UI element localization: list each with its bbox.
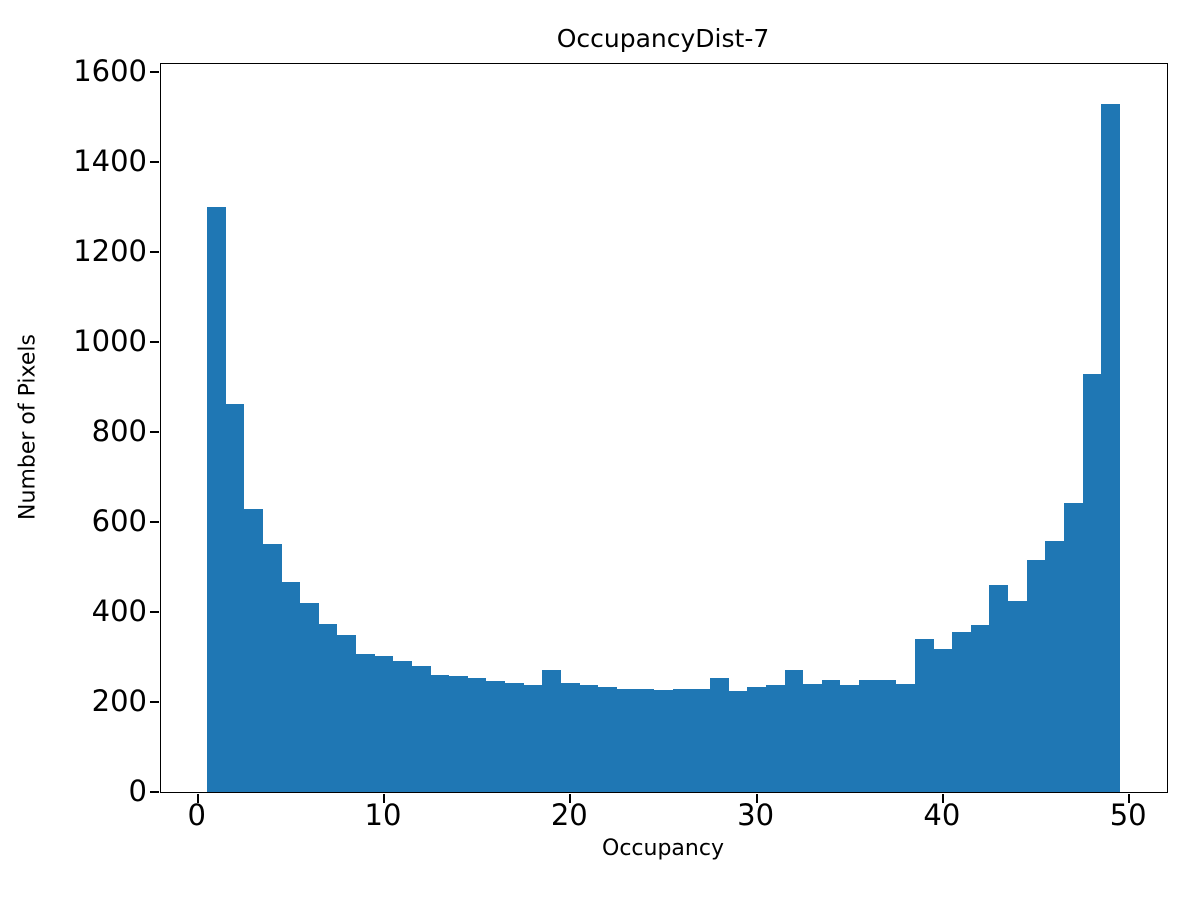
x-tick-mark: [755, 794, 758, 803]
histogram-bar: [1082, 374, 1102, 792]
y-tick-mark: [150, 521, 159, 524]
histogram-bar: [672, 689, 692, 792]
histogram-bar: [244, 509, 263, 792]
y-tick-label: 1600: [73, 54, 147, 89]
histogram-bar: [952, 632, 971, 792]
histogram-bar: [1008, 600, 1027, 792]
x-tick-label: 40: [923, 798, 961, 832]
histogram-bar: [710, 678, 729, 792]
y-tick-label: 1200: [73, 234, 147, 269]
y-tick-mark: [150, 161, 159, 164]
histogram-bar: [914, 638, 934, 792]
y-tick-mark: [150, 611, 159, 614]
y-tick-label: 1400: [73, 144, 147, 179]
histogram-bar: [337, 634, 357, 792]
x-tick-label: 30: [737, 798, 775, 832]
histogram-bar: [1063, 502, 1083, 792]
histogram-bar: [430, 675, 450, 792]
histogram-bar: [579, 684, 599, 792]
bars-layer: [161, 64, 1167, 792]
plot-area: [150, 63, 1168, 803]
x-tick-mark: [196, 794, 199, 803]
histogram-bar: [374, 655, 394, 792]
histogram-bar: [449, 675, 468, 792]
x-tick-mark: [1128, 794, 1131, 803]
histogram-bar: [784, 669, 804, 792]
histogram-bar: [933, 649, 953, 792]
histogram-bar: [803, 684, 822, 792]
x-tick-label: 0: [187, 798, 206, 832]
histogram-bar: [318, 624, 338, 792]
histogram-bar: [691, 688, 710, 792]
histogram-bar: [393, 661, 412, 792]
y-tick-mark: [150, 341, 159, 344]
histogram-bar: [765, 684, 785, 792]
histogram-bar: [635, 688, 655, 792]
y-tick-label: 800: [91, 414, 147, 449]
histogram-bar: [207, 207, 226, 792]
histogram-bar: [821, 679, 841, 792]
histogram-bar: [356, 653, 375, 792]
histogram-bar: [1101, 103, 1120, 792]
histogram-bar: [989, 585, 1009, 792]
x-tick-label: 50: [1109, 798, 1147, 832]
histogram-bar: [840, 685, 860, 792]
y-axis-label: Number of Pixels: [15, 334, 41, 520]
y-tick-label: 1000: [73, 324, 147, 359]
histogram-bar: [896, 684, 915, 792]
x-tick-label: 20: [550, 798, 588, 832]
histogram-bar: [486, 680, 506, 792]
histogram-bar: [560, 682, 580, 792]
x-tick-label: 10: [364, 798, 402, 832]
y-tick-mark: [150, 71, 159, 74]
x-axis-label: Occupancy: [602, 836, 724, 861]
y-tick-mark: [150, 251, 159, 254]
histogram-bar: [262, 543, 282, 792]
chart-title: OccupancyDist-7: [556, 24, 770, 53]
y-tick-label: 0: [128, 774, 147, 808]
histogram-bar: [728, 691, 748, 792]
y-tick-label: 200: [91, 684, 147, 718]
histogram-bar: [616, 688, 636, 792]
histogram-bar: [1026, 560, 1046, 792]
y-tick-mark: [150, 701, 159, 703]
histogram-bar: [300, 603, 319, 792]
histogram-bar: [523, 684, 543, 792]
histogram-bar: [877, 679, 897, 792]
histogram-bar: [505, 683, 524, 792]
histogram-bar: [281, 582, 301, 792]
histogram-bar: [970, 624, 990, 792]
y-tick-label: 600: [91, 504, 147, 539]
x-tick-mark: [941, 794, 944, 803]
histogram-bar: [225, 404, 245, 792]
histogram-bar: [654, 690, 673, 792]
histogram-bar: [1045, 541, 1064, 792]
histogram-bar: [411, 666, 431, 792]
histogram-bar: [859, 680, 878, 792]
histogram-bar: [747, 686, 766, 792]
histogram-bar: [542, 669, 561, 792]
histogram-bar: [467, 678, 487, 792]
histogram-bar: [598, 687, 617, 792]
y-tick-mark: [150, 431, 159, 434]
y-tick-mark: [150, 791, 159, 793]
x-tick-mark: [569, 794, 572, 803]
x-tick-mark: [382, 794, 385, 803]
y-tick-label: 400: [91, 594, 147, 629]
